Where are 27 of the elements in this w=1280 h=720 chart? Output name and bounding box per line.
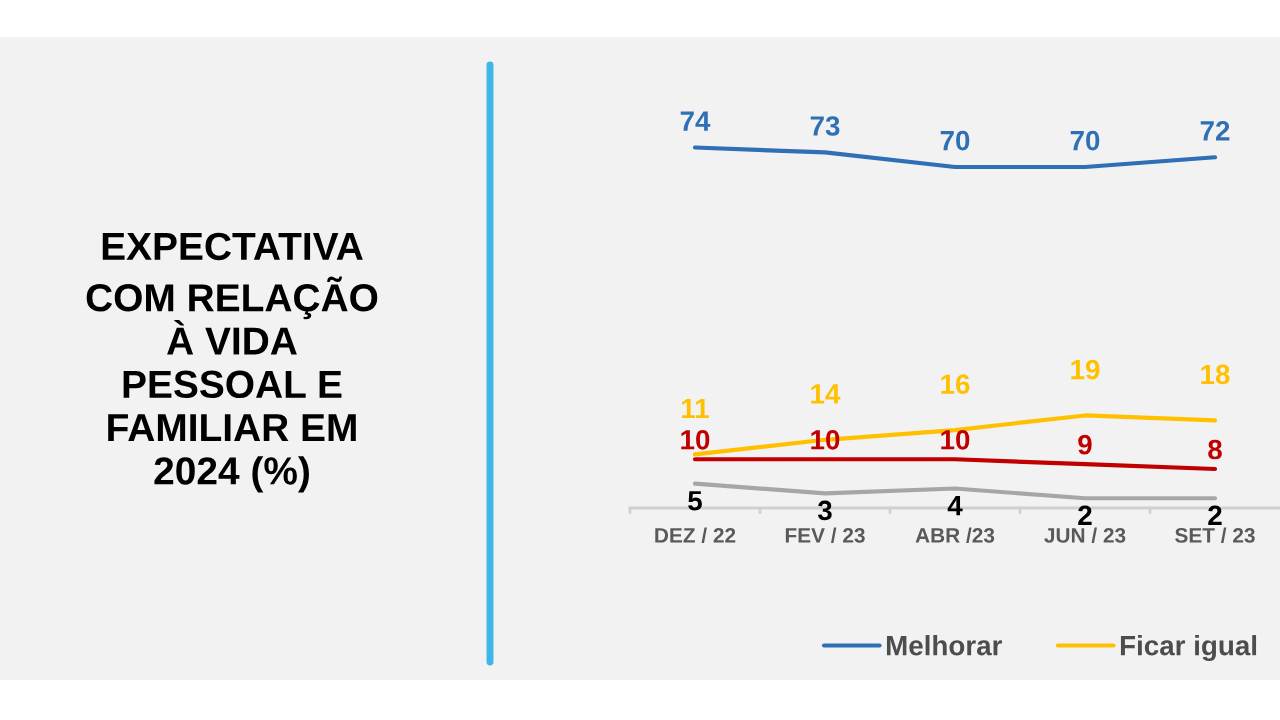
data-label: 9 (1078, 434, 1092, 455)
data-label: 10 (681, 429, 710, 450)
data-label: 18 (1201, 364, 1230, 385)
legend-label: Melhorar (886, 635, 1002, 656)
x-tick-label: SET / 23 (1175, 527, 1255, 543)
data-label: 74 (680, 111, 711, 131)
data-label: 73 (810, 116, 840, 136)
x-tick-label: ABR /23 (915, 527, 995, 543)
data-label: 70 (1070, 130, 1100, 151)
data-label: 3 (817, 500, 832, 521)
x-tick-label: JUN / 23 (1044, 527, 1126, 543)
data-label: 4 (947, 496, 963, 516)
data-label: 72 (1200, 121, 1230, 141)
x-tick-label: DEZ / 22 (655, 527, 736, 543)
data-label: 2 (1208, 505, 1222, 525)
data-label: 11 (682, 398, 709, 419)
data-label: 2 (1078, 505, 1092, 525)
data-label: 70 (940, 130, 970, 151)
data-label: 19 (1071, 359, 1100, 380)
data-label: 5 (688, 491, 702, 511)
data-label: 16 (941, 374, 970, 395)
data-label: 10 (941, 429, 970, 450)
x-tick-label: FEV / 23 (785, 527, 865, 543)
legend-label: Ficar igual (1120, 635, 1257, 662)
text: EXPECTATIVA COM RELAÇÃO À VIDA PESSOAL E FAMILIAR EM 2024 (%) (86, 232, 378, 493)
data-label: 14 (811, 384, 841, 404)
data-label: 8 (1208, 439, 1222, 460)
